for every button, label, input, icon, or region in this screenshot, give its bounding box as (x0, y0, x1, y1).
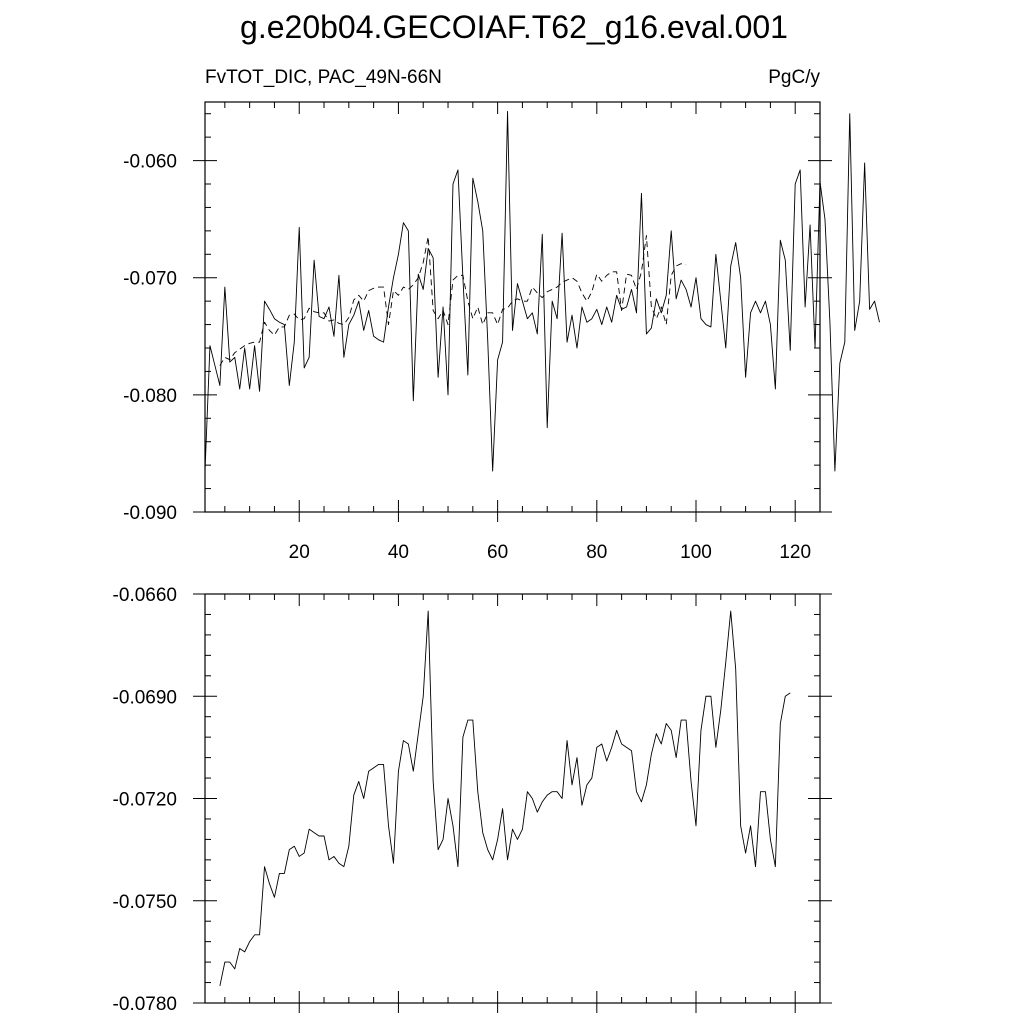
y-tick-label: -0.0690 (113, 687, 177, 708)
y-tick-label: -0.0720 (113, 790, 177, 811)
y-tick-label: -0.0780 (113, 994, 177, 1015)
y-tick-label: -0.080 (123, 386, 177, 407)
variable-label: FvTOT_DIC, PAC_49N-66N (205, 67, 442, 88)
y-tick-label: -0.090 (123, 503, 177, 524)
series-line-dashed (219, 235, 687, 366)
top-panel: 20 40 60 80 100 120 -0.060 -0.070 -0.080 -0.090 (123, 101, 880, 563)
bottom-panel: -0.0660 -0.0690 -0.0720 -0.0750 -0.0780 (113, 585, 832, 1015)
plot-frame (204, 593, 821, 1004)
units-label: PgC/y (768, 67, 820, 88)
x-tick-label: 20 (289, 542, 310, 563)
series-line-solid (219, 610, 791, 987)
x-tick-label: 120 (779, 542, 811, 563)
x-tick-label: 80 (586, 542, 607, 563)
y-tick-label: -0.0660 (113, 585, 177, 606)
y-tick-label: -0.060 (123, 152, 177, 173)
x-tick-label: 40 (388, 542, 409, 563)
x-tick-label: 100 (680, 542, 712, 563)
figure-title: g.e20b04.GECOIAF.T62_g16.eval.001 (240, 9, 788, 45)
x-tick-label: 60 (487, 542, 508, 563)
series-line-solid (204, 110, 880, 472)
y-tick-label: -0.070 (123, 269, 177, 290)
y-tick-label: -0.0750 (113, 892, 177, 913)
plot-frame (204, 101, 821, 513)
